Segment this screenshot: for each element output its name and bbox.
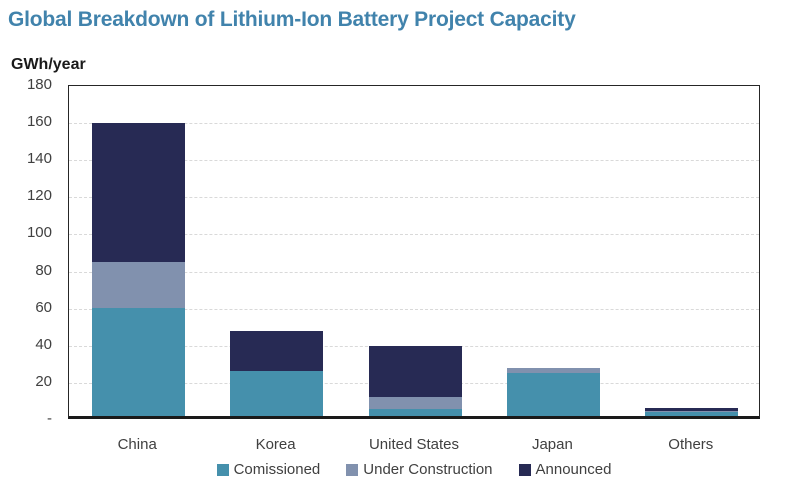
y-tick-label: 40 [35, 335, 52, 353]
bar-segment-united-states-under_construction [368, 397, 462, 409]
gridline-120 [69, 197, 759, 199]
category-label-china: China [117, 436, 157, 453]
legend-item-announced: Announced [518, 461, 612, 478]
page-title: Global Breakdown of Lithium-Ion Battery … [8, 8, 576, 31]
y-tick-label: 140 [26, 150, 52, 168]
legend: Comissioned Under Construction Announced [68, 461, 760, 478]
y-tick-label: 80 [35, 261, 52, 279]
y-tick-label: 160 [26, 113, 52, 131]
under-construction-swatch-icon [346, 463, 359, 476]
legend-label: Under Construction [363, 461, 493, 478]
y-axis-tick-labels: 180 160 140 120 100 80 60 40 20 - [0, 76, 52, 427]
announced-swatch-icon [518, 463, 531, 476]
legend-item-under-construction: Under Construction [346, 461, 493, 478]
gridline-160 [69, 123, 759, 125]
x-axis-labels: China Korea United States Japan Others [68, 436, 760, 456]
plot-area [68, 85, 760, 419]
gridline-80 [69, 271, 759, 273]
legend-item-commissioned: Comissioned [216, 461, 321, 478]
bar-segment-others-under_construction [645, 411, 739, 413]
bar-segment-others-announced [645, 407, 739, 412]
bar-segment-korea-commissioned [230, 371, 324, 416]
y-tick-label: 180 [26, 76, 52, 93]
bar-segment-others-commissioned [645, 412, 739, 416]
y-axis-unit-label: GWh/year [11, 56, 86, 73]
category-label-united-states: United States [368, 436, 460, 453]
gridline-60 [69, 308, 759, 310]
y-tick-label: 120 [26, 187, 52, 205]
legend-label: Comissioned [233, 461, 321, 478]
y-tick-label: 20 [35, 372, 52, 390]
bar-segment-korea-announced [230, 330, 324, 372]
bar-segment-japan-under_construction [506, 367, 600, 374]
gridline-100 [69, 234, 759, 236]
bar-segment-china-announced [91, 122, 185, 262]
y-tick-label: 100 [26, 224, 52, 242]
category-label-korea: Korea [255, 436, 296, 453]
category-label-others: Others [668, 436, 714, 453]
bar-segment-united-states-commissioned [368, 408, 462, 416]
bar-segment-united-states-announced [368, 345, 462, 398]
gridline-140 [69, 160, 759, 162]
commissioned-swatch-icon [216, 463, 229, 476]
bar-segment-china-under_construction [91, 262, 185, 309]
legend-label: Announced [535, 461, 612, 478]
y-tick-label: - [47, 410, 52, 427]
bar-segment-japan-commissioned [506, 373, 600, 416]
category-label-japan: Japan [531, 436, 573, 453]
bar-segment-china-commissioned [91, 308, 185, 416]
y-tick-label: 60 [35, 298, 52, 316]
